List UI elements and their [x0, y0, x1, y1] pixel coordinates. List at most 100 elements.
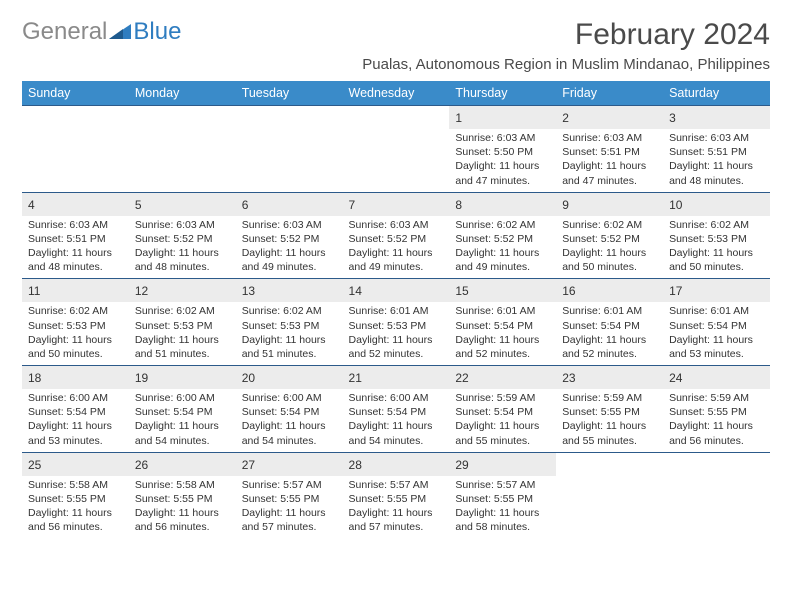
day-content: Sunrise: 6:02 AMSunset: 5:53 PMDaylight:…	[129, 302, 236, 365]
day-number-row: 18	[22, 366, 129, 389]
day-number: 26	[135, 458, 148, 472]
page-header: General Blue February 2024 Pualas, Auton…	[22, 18, 770, 73]
day-number: 18	[28, 371, 41, 385]
page-subtitle: Pualas, Autonomous Region in Muslim Mind…	[362, 56, 770, 73]
day-number: 9	[562, 198, 569, 212]
sunset-line: Sunset: 5:54 PM	[349, 405, 444, 419]
day-number: 3	[669, 111, 676, 125]
calendar-day: 25Sunrise: 5:58 AMSunset: 5:55 PMDayligh…	[22, 452, 129, 538]
sunrise-line: Sunrise: 6:01 AM	[562, 304, 657, 318]
daylight-line: Daylight: 11 hours and 57 minutes.	[242, 506, 337, 534]
calendar-day: 6Sunrise: 6:03 AMSunset: 5:52 PMDaylight…	[236, 192, 343, 279]
calendar-day: 27Sunrise: 5:57 AMSunset: 5:55 PMDayligh…	[236, 452, 343, 538]
day-content: Sunrise: 6:03 AMSunset: 5:51 PMDaylight:…	[556, 129, 663, 192]
calendar-day: 26 Sunrise: 5:58 AMSunset: 5:55 PMDayligh…	[129, 452, 236, 538]
day-number-row: 21	[343, 366, 450, 389]
sunrise-line: Sunrise: 6:02 AM	[562, 218, 657, 232]
sunrise-line: Sunrise: 5:59 AM	[455, 391, 550, 405]
sunrise-line: Sunrise: 6:00 AM	[242, 391, 337, 405]
day-number-row: 4	[22, 193, 129, 216]
page-title: February 2024	[362, 18, 770, 52]
day-number: 19	[135, 371, 148, 385]
calendar-row: 4Sunrise: 6:03 AMSunset: 5:51 PMDaylight…	[22, 192, 770, 279]
sunrise-line: Sunrise: 5:59 AM	[669, 391, 764, 405]
sunrise-line: Sunrise: 6:03 AM	[349, 218, 444, 232]
sunrise-line: Sunrise: 6:01 AM	[349, 304, 444, 318]
day-content: Sunrise: 6:03 AMSunset: 5:52 PMDaylight:…	[343, 216, 450, 279]
sunrise-line: Sunrise: 6:02 AM	[669, 218, 764, 232]
day-number-row: 23	[556, 366, 663, 389]
sunset-line: Sunset: 5:54 PM	[28, 405, 123, 419]
day-number-row: 2	[556, 106, 663, 129]
sunset-line: Sunset: 5:55 PM	[135, 492, 230, 506]
day-content: Sunrise: 6:01 AMSunset: 5:54 PMDaylight:…	[449, 302, 556, 365]
sunset-line: Sunset: 5:54 PM	[669, 319, 764, 333]
day-content: Sunrise: 6:01 AMSunset: 5:53 PMDaylight:…	[343, 302, 450, 365]
sunset-line: Sunset: 5:54 PM	[455, 405, 550, 419]
sunset-line: Sunset: 5:53 PM	[28, 319, 123, 333]
day-number: 8	[455, 198, 462, 212]
daylight-line: Daylight: 11 hours and 52 minutes.	[455, 333, 550, 361]
weekday-header: Monday	[129, 81, 236, 106]
sunrise-line: Sunrise: 6:02 AM	[28, 304, 123, 318]
daylight-line: Daylight: 11 hours and 50 minutes.	[669, 246, 764, 274]
day-number-row: 26	[129, 453, 236, 476]
day-number: 14	[349, 284, 362, 298]
sunrise-line: Sunrise: 6:03 AM	[669, 131, 764, 145]
calendar-day: 20Sunrise: 6:00 AMSunset: 5:54 PMDayligh…	[236, 366, 343, 453]
day-number-row: 24	[663, 366, 770, 389]
daylight-line: Daylight: 11 hours and 49 minutes.	[349, 246, 444, 274]
daylight-line: Daylight: 11 hours and 50 minutes.	[28, 333, 123, 361]
brand-part1: General	[22, 18, 107, 46]
day-number-row: 19	[129, 366, 236, 389]
sunrise-line: Sunrise: 5:58 AM	[135, 478, 230, 492]
calendar-page: General Blue February 2024 Pualas, Auton…	[0, 0, 792, 612]
day-number: 10	[669, 198, 682, 212]
weekday-header: Saturday	[663, 81, 770, 106]
day-number-row: 9	[556, 193, 663, 216]
sunset-line: Sunset: 5:55 PM	[455, 492, 550, 506]
calendar-day: 7 Sunrise: 6:03 AMSunset: 5:52 PMDaylight…	[343, 192, 450, 279]
day-content: Sunrise: 5:59 AMSunset: 5:54 PMDaylight:…	[449, 389, 556, 452]
sunset-line: Sunset: 5:54 PM	[455, 319, 550, 333]
sunset-line: Sunset: 5:55 PM	[28, 492, 123, 506]
day-content: Sunrise: 6:03 AMSunset: 5:51 PMDaylight:…	[663, 129, 770, 192]
day-content: Sunrise: 6:00 AMSunset: 5:54 PMDaylight:…	[343, 389, 450, 452]
day-number-row: 16	[556, 279, 663, 302]
day-content: Sunrise: 6:02 AMSunset: 5:53 PMDaylight:…	[663, 216, 770, 279]
day-content: Sunrise: 6:02 AMSunset: 5:52 PMDaylight:…	[449, 216, 556, 279]
sunrise-line: Sunrise: 6:02 AM	[455, 218, 550, 232]
daylight-line: Daylight: 11 hours and 51 minutes.	[242, 333, 337, 361]
day-content: Sunrise: 5:57 AMSunset: 5:55 PMDaylight:…	[449, 476, 556, 539]
day-number-row: 7	[343, 193, 450, 216]
day-content: Sunrise: 5:58 AMSunset: 5:55 PMDaylight:…	[129, 476, 236, 539]
brand-logo: General Blue	[22, 18, 181, 46]
day-content: Sunrise: 6:02 AMSunset: 5:53 PMDaylight:…	[236, 302, 343, 365]
calendar-day: 12Sunrise: 6:02 AMSunset: 5:53 PMDayligh…	[129, 279, 236, 366]
day-number-row: 1	[449, 106, 556, 129]
empty-cell	[22, 106, 129, 193]
calendar-day: 21Sunrise: 6:00 AMSunset: 5:54 PMDayligh…	[343, 366, 450, 453]
day-content: Sunrise: 6:00 AMSunset: 5:54 PMDaylight:…	[236, 389, 343, 452]
sunset-line: Sunset: 5:52 PM	[135, 232, 230, 246]
day-number: 7	[349, 198, 356, 212]
sunrise-line: Sunrise: 6:03 AM	[455, 131, 550, 145]
day-number: 2	[562, 111, 569, 125]
day-number: 28	[349, 458, 362, 472]
day-number: 6	[242, 198, 249, 212]
sunset-line: Sunset: 5:51 PM	[669, 145, 764, 159]
calendar-day: 9Sunrise: 6:02 AMSunset: 5:52 PMDaylight…	[556, 192, 663, 279]
daylight-line: Daylight: 11 hours and 52 minutes.	[349, 333, 444, 361]
day-number: 16	[562, 284, 575, 298]
sunrise-line: Sunrise: 6:03 AM	[242, 218, 337, 232]
sunrise-line: Sunrise: 6:02 AM	[242, 304, 337, 318]
daylight-line: Daylight: 11 hours and 51 minutes.	[135, 333, 230, 361]
day-content: Sunrise: 6:02 AMSunset: 5:53 PMDaylight:…	[22, 302, 129, 365]
sunrise-line: Sunrise: 6:00 AM	[349, 391, 444, 405]
empty-cell	[343, 106, 450, 193]
daylight-line: Daylight: 11 hours and 56 minutes.	[135, 506, 230, 534]
daylight-line: Daylight: 11 hours and 48 minutes.	[28, 246, 123, 274]
sunset-line: Sunset: 5:51 PM	[28, 232, 123, 246]
sunset-line: Sunset: 5:54 PM	[562, 319, 657, 333]
daylight-line: Daylight: 11 hours and 48 minutes.	[669, 159, 764, 187]
